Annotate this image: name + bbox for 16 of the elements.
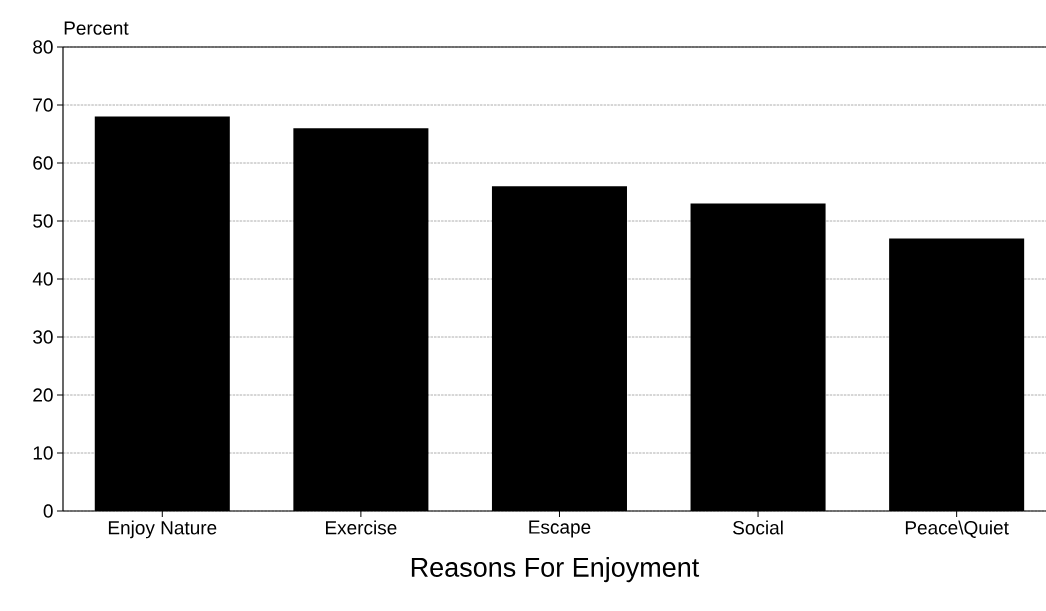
x-tick-label: Exercise xyxy=(326,520,397,535)
x-axis-title: Reasons For Enjoyment xyxy=(411,557,700,583)
x-tick-label: Escape xyxy=(529,520,591,538)
x-tick-label: Social xyxy=(733,520,783,535)
y-tick-label: 30 xyxy=(33,330,53,344)
y-tick-label: 50 xyxy=(33,214,53,228)
x-tick-label: Enjoy Nature xyxy=(108,520,217,539)
y-tick-label: 20 xyxy=(33,388,53,402)
y-tick-label: 60 xyxy=(33,156,53,170)
y-tick-label: 40 xyxy=(32,272,53,286)
y-tick-label: 80 xyxy=(33,40,53,54)
y-axis-title: Percent xyxy=(64,21,129,35)
x-tick-label: Peace\Quiet xyxy=(905,520,1009,538)
y-tick-label: 0 xyxy=(43,504,53,518)
y-tick-label: 10 xyxy=(33,446,53,460)
y-tick-label: 70 xyxy=(33,98,53,112)
